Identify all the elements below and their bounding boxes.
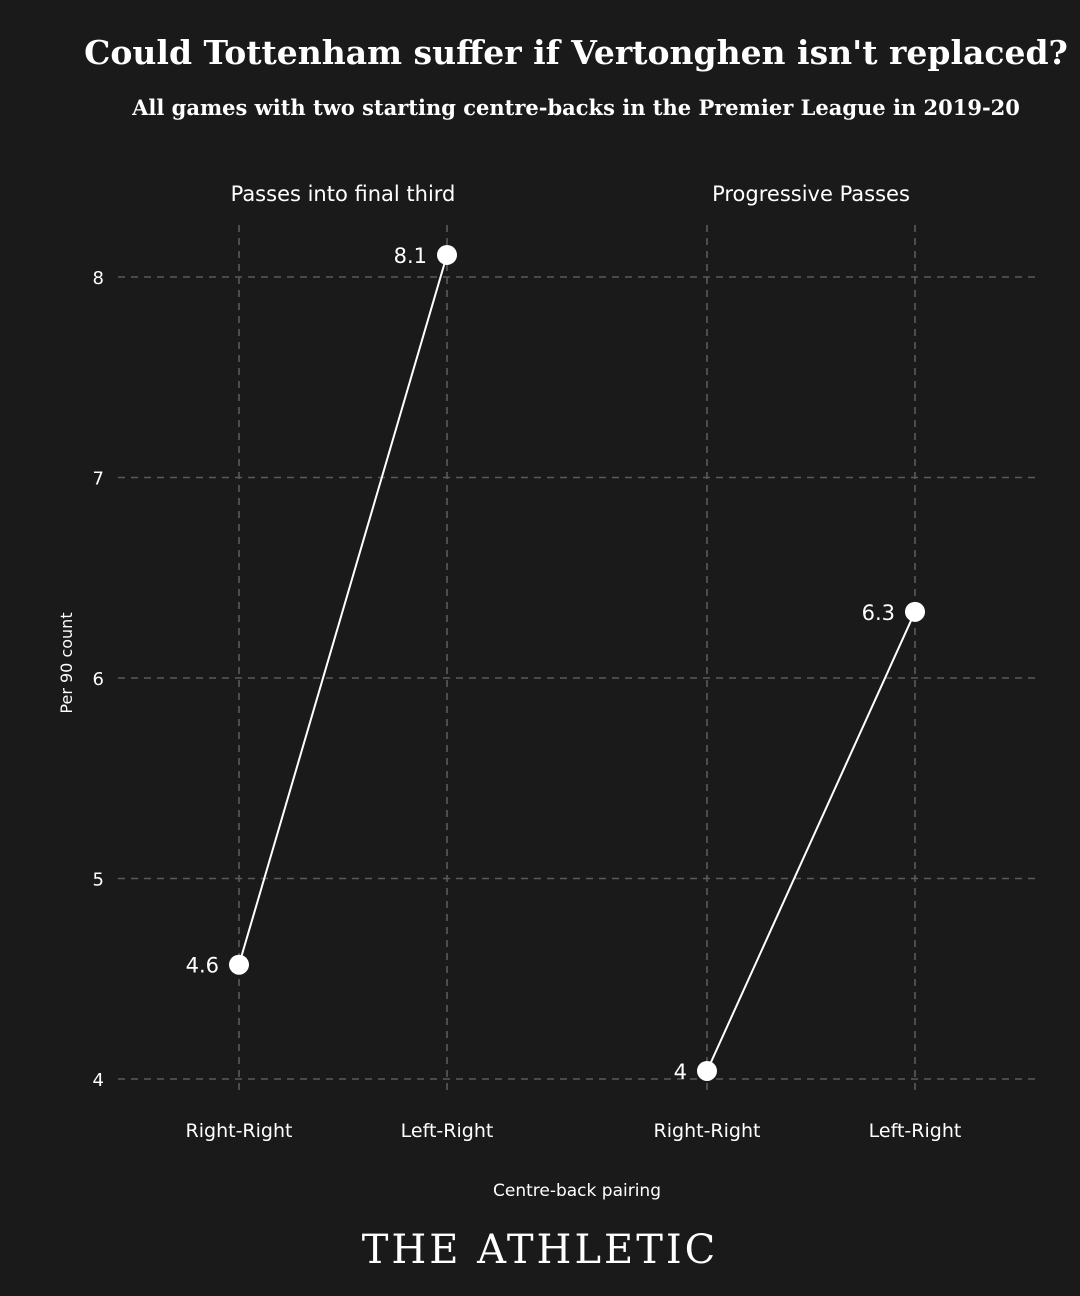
panel-title: Progressive Passes bbox=[712, 182, 910, 206]
x-axis-label: Centre-back pairing bbox=[493, 1181, 661, 1201]
series-line bbox=[706, 611, 916, 1072]
y-tick-label: 4 bbox=[93, 1070, 104, 1091]
x-tick-label: Left-Right bbox=[869, 1120, 962, 1142]
data-label: 8.1 bbox=[394, 244, 427, 268]
y-axis-label: Per 90 count bbox=[57, 612, 76, 713]
axes: 4 5 6 7 8 Passes into final third Right-Right L… bbox=[93, 182, 962, 1142]
y-tick-label: 8 bbox=[93, 268, 104, 289]
data-point bbox=[437, 244, 457, 265]
x-tick-label: Left-Right bbox=[401, 1120, 494, 1142]
y-tick-label: 6 bbox=[93, 669, 104, 690]
data-label: 4 bbox=[674, 1060, 687, 1084]
y-tick-label: 5 bbox=[93, 870, 104, 891]
x-tick-label: Right-Right bbox=[186, 1120, 293, 1142]
x-tick-label: Right-Right bbox=[654, 1120, 761, 1142]
the-athletic-logo: THE ATHLETIC bbox=[362, 1227, 719, 1273]
y-tick-label: 7 bbox=[93, 469, 104, 490]
chart-subtitle: All games with two starting centre-backs… bbox=[131, 95, 1020, 120]
chart-title: Could Tottenham suffer if Vertonghen isn… bbox=[84, 33, 1068, 72]
data-label: 6.3 bbox=[862, 601, 895, 625]
data-point bbox=[697, 1060, 717, 1081]
panel-title: Passes into final third bbox=[231, 182, 456, 206]
data-point bbox=[229, 954, 249, 975]
data-label: 4.6 bbox=[186, 954, 219, 978]
series-line bbox=[238, 254, 448, 965]
grid bbox=[118, 225, 1036, 1090]
data-point bbox=[905, 601, 925, 622]
series: 4.6 8.1 4 6.3 bbox=[186, 244, 925, 1084]
